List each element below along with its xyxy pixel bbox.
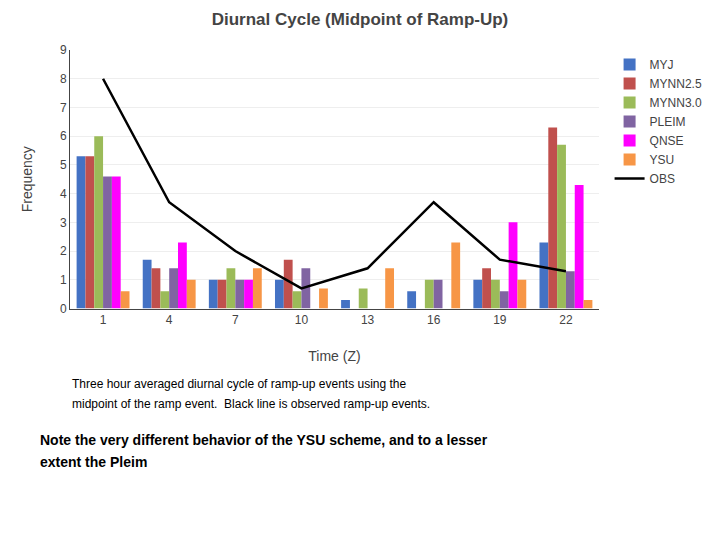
svg-text:PLEIM: PLEIM (650, 115, 686, 129)
svg-text:midpoint of the ramp event. B: midpoint of the ramp event. Black line i… (72, 397, 430, 411)
svg-text:MYNN2.5: MYNN2.5 (650, 77, 702, 91)
svg-text:Three hour averaged diurnal cy: Three hour averaged diurnal cycle of ram… (72, 377, 407, 391)
svg-text:8: 8 (60, 72, 67, 86)
svg-text:extent the Pleim: extent the Pleim (40, 454, 147, 470)
svg-text:4: 4 (60, 187, 67, 201)
svg-text:0: 0 (60, 302, 67, 316)
svg-text:2: 2 (60, 244, 67, 258)
svg-text:Diurnal Cycle (Midpoint of Ram: Diurnal Cycle (Midpoint of Ramp-Up) (212, 10, 509, 29)
svg-text:Time (Z): Time (Z) (308, 348, 360, 364)
svg-text:YSU: YSU (650, 153, 675, 167)
svg-text:Frequency: Frequency (19, 146, 35, 212)
svg-text:22: 22 (559, 313, 573, 327)
svg-text:Note the very different behavi: Note the very different behavior of the … (40, 432, 488, 448)
svg-text:QNSE: QNSE (650, 134, 684, 148)
svg-text:1: 1 (100, 313, 107, 327)
svg-text:10: 10 (295, 313, 309, 327)
svg-text:4: 4 (166, 313, 173, 327)
svg-text:5: 5 (60, 158, 67, 172)
svg-text:1: 1 (60, 273, 67, 287)
svg-text:MYJ: MYJ (650, 58, 674, 72)
svg-text:19: 19 (493, 313, 507, 327)
svg-text:3: 3 (60, 216, 67, 230)
svg-text:7: 7 (232, 313, 239, 327)
svg-text:13: 13 (361, 313, 375, 327)
svg-text:16: 16 (427, 313, 441, 327)
svg-text:MYNN3.0: MYNN3.0 (650, 96, 702, 110)
svg-text:7: 7 (60, 101, 67, 115)
svg-text:6: 6 (60, 129, 67, 143)
svg-text:OBS: OBS (650, 172, 675, 186)
svg-text:9: 9 (60, 43, 67, 57)
